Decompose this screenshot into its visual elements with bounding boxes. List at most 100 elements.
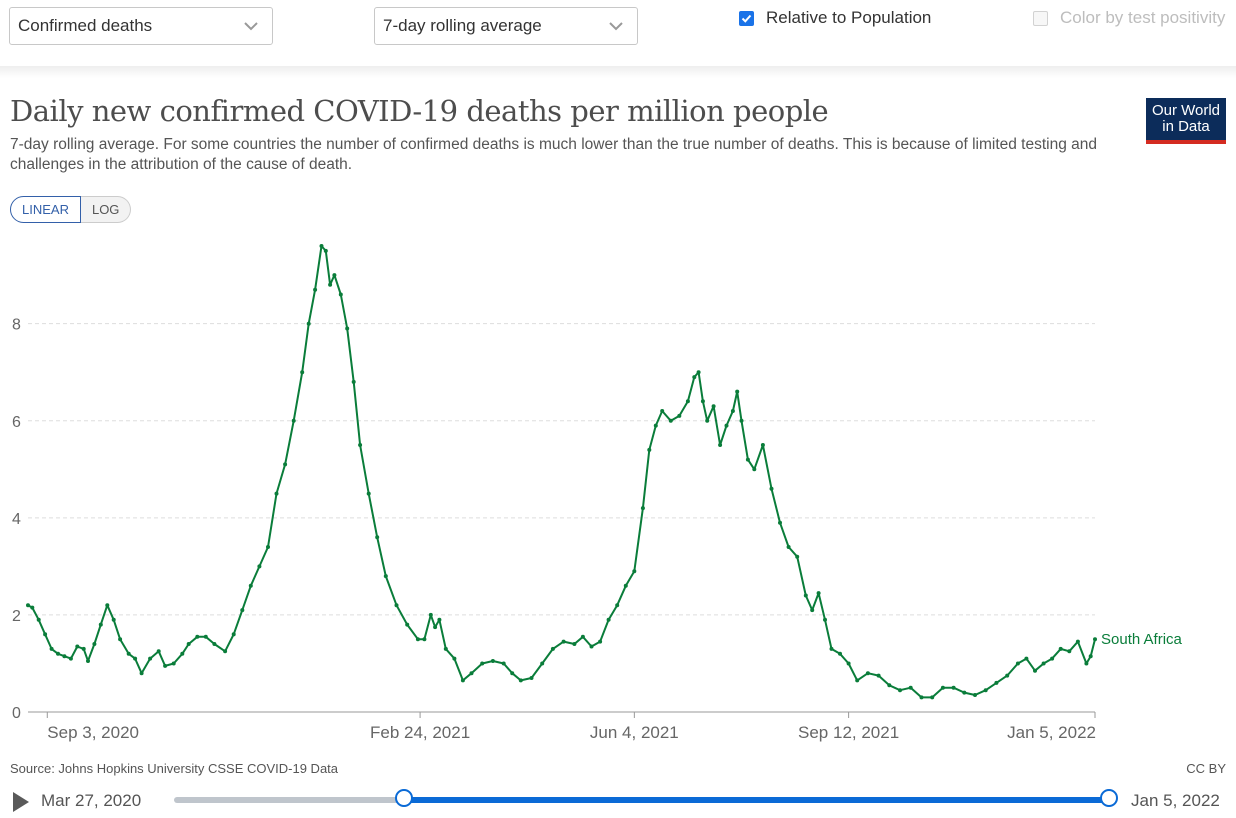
timeline-selected-range: [404, 797, 1109, 803]
timeline-start-label: Mar 27, 2020: [41, 791, 142, 810]
data-point: [501, 661, 506, 666]
data-point: [518, 678, 523, 683]
data-point: [823, 617, 827, 622]
data-point: [366, 491, 371, 496]
data-point: [328, 282, 333, 287]
data-point: [345, 326, 350, 331]
data-point: [994, 680, 999, 685]
data-point: [428, 612, 433, 617]
data-point: [394, 603, 399, 608]
license-link[interactable]: CC BY: [1186, 761, 1226, 776]
data-point: [68, 656, 73, 661]
data-point: [139, 671, 144, 676]
data-point: [730, 409, 735, 413]
data-point: [930, 695, 935, 700]
data-point: [383, 574, 388, 579]
data-point: [274, 491, 279, 496]
y-tick-label: 8: [12, 317, 21, 334]
data-point: [452, 656, 457, 661]
data-point: [829, 646, 834, 651]
data-point: [332, 273, 337, 278]
logo-accent-bar: [1146, 140, 1226, 144]
data-point: [705, 418, 710, 423]
data-point: [223, 649, 228, 654]
data-point: [203, 634, 208, 639]
data-point: [887, 683, 892, 688]
metric-select-value: Confirmed deaths: [18, 16, 153, 35]
data-point: [43, 632, 48, 637]
data-point: [358, 443, 363, 447]
data-point: [865, 671, 870, 676]
checkbox-unchecked-icon[interactable]: [1033, 10, 1048, 26]
data-point: [696, 370, 701, 375]
controls-bar: Confirmed deaths 7-day rolling average R…: [0, 0, 1236, 67]
data-point: [718, 443, 723, 447]
x-tick-label: Jun 4, 2021: [590, 723, 679, 742]
logo-line-2: in Data: [1162, 118, 1210, 135]
timeline-start-handle[interactable]: [395, 789, 413, 807]
log-scale-button[interactable]: LOG: [80, 196, 132, 223]
data-point: [86, 659, 90, 663]
data-point: [180, 651, 185, 656]
data-point: [313, 287, 318, 292]
data-point: [660, 409, 665, 413]
data-point: [163, 663, 168, 668]
data-point: [291, 418, 296, 423]
data-point: [300, 370, 305, 375]
data-point: [1041, 661, 1046, 666]
y-tick-label: 0: [12, 705, 21, 722]
data-point: [126, 651, 131, 656]
our-world-in-data-logo[interactable]: Our World in Data: [1146, 98, 1226, 144]
data-point: [855, 678, 860, 683]
data-point: [724, 423, 729, 428]
interval-select-value: 7-day rolling average: [383, 16, 542, 35]
data-point: [876, 673, 881, 678]
data-point: [1093, 637, 1097, 642]
data-point: [589, 644, 594, 649]
data-point: [561, 639, 566, 644]
x-tick-label: Jan 5, 2022: [1007, 723, 1096, 742]
data-point: [632, 569, 637, 574]
data-point: [81, 646, 86, 651]
data-point: [962, 690, 967, 695]
data-point: [266, 545, 270, 549]
color-by-test-positivity-checkbox[interactable]: Color by test positivity: [1033, 8, 1225, 28]
checkbox-checked-icon[interactable]: [739, 10, 754, 26]
play-icon[interactable]: [13, 792, 29, 812]
data-point: [92, 642, 97, 646]
linear-scale-button[interactable]: LINEAR: [10, 196, 81, 223]
data-point: [171, 661, 176, 666]
data-point: [647, 447, 652, 452]
data-point: [580, 634, 585, 639]
data-point: [26, 603, 30, 608]
data-point: [62, 654, 67, 659]
interval-select[interactable]: 7-day rolling average: [374, 7, 638, 45]
data-point: [700, 399, 705, 404]
y-tick-label: 4: [12, 511, 21, 528]
data-point: [540, 661, 545, 666]
data-point: [1067, 649, 1072, 654]
timeline: Mar 27, 2020 Jan 5, 2022: [0, 786, 1236, 818]
data-point: [75, 644, 80, 649]
data-point: [735, 389, 740, 394]
timeline-end-handle[interactable]: [1100, 789, 1118, 807]
x-axis-ticks: Sep 3, 2020 Feb 24, 2021 Jun 4, 2021 Sep 12…: [46, 712, 1096, 742]
source-note: Source: Johns Hopkins University CSSE CO…: [10, 761, 339, 776]
data-point: [148, 656, 153, 661]
data-point: [653, 423, 658, 428]
data-point: [1015, 661, 1020, 666]
data-point: [36, 617, 41, 622]
data-point: [351, 379, 356, 384]
relative-to-population-checkbox[interactable]: Relative to Population: [739, 8, 931, 28]
data-point: [443, 646, 448, 651]
data-point: [816, 591, 821, 596]
chevron-down-icon: [609, 22, 623, 31]
line-chart: 0 2 4 6 8 Sep 3, 2020 Feb 24, 2021 Jun 4, 2021…: [12, 244, 1183, 742]
series-group: South Africa: [26, 244, 1183, 700]
data-point: [510, 671, 515, 676]
color-by-test-positivity-label: Color by test positivity: [1060, 8, 1226, 27]
divider: [0, 66, 1236, 78]
data-point: [469, 671, 474, 676]
metric-select[interactable]: Confirmed deaths: [9, 7, 273, 45]
data-point: [156, 649, 161, 654]
